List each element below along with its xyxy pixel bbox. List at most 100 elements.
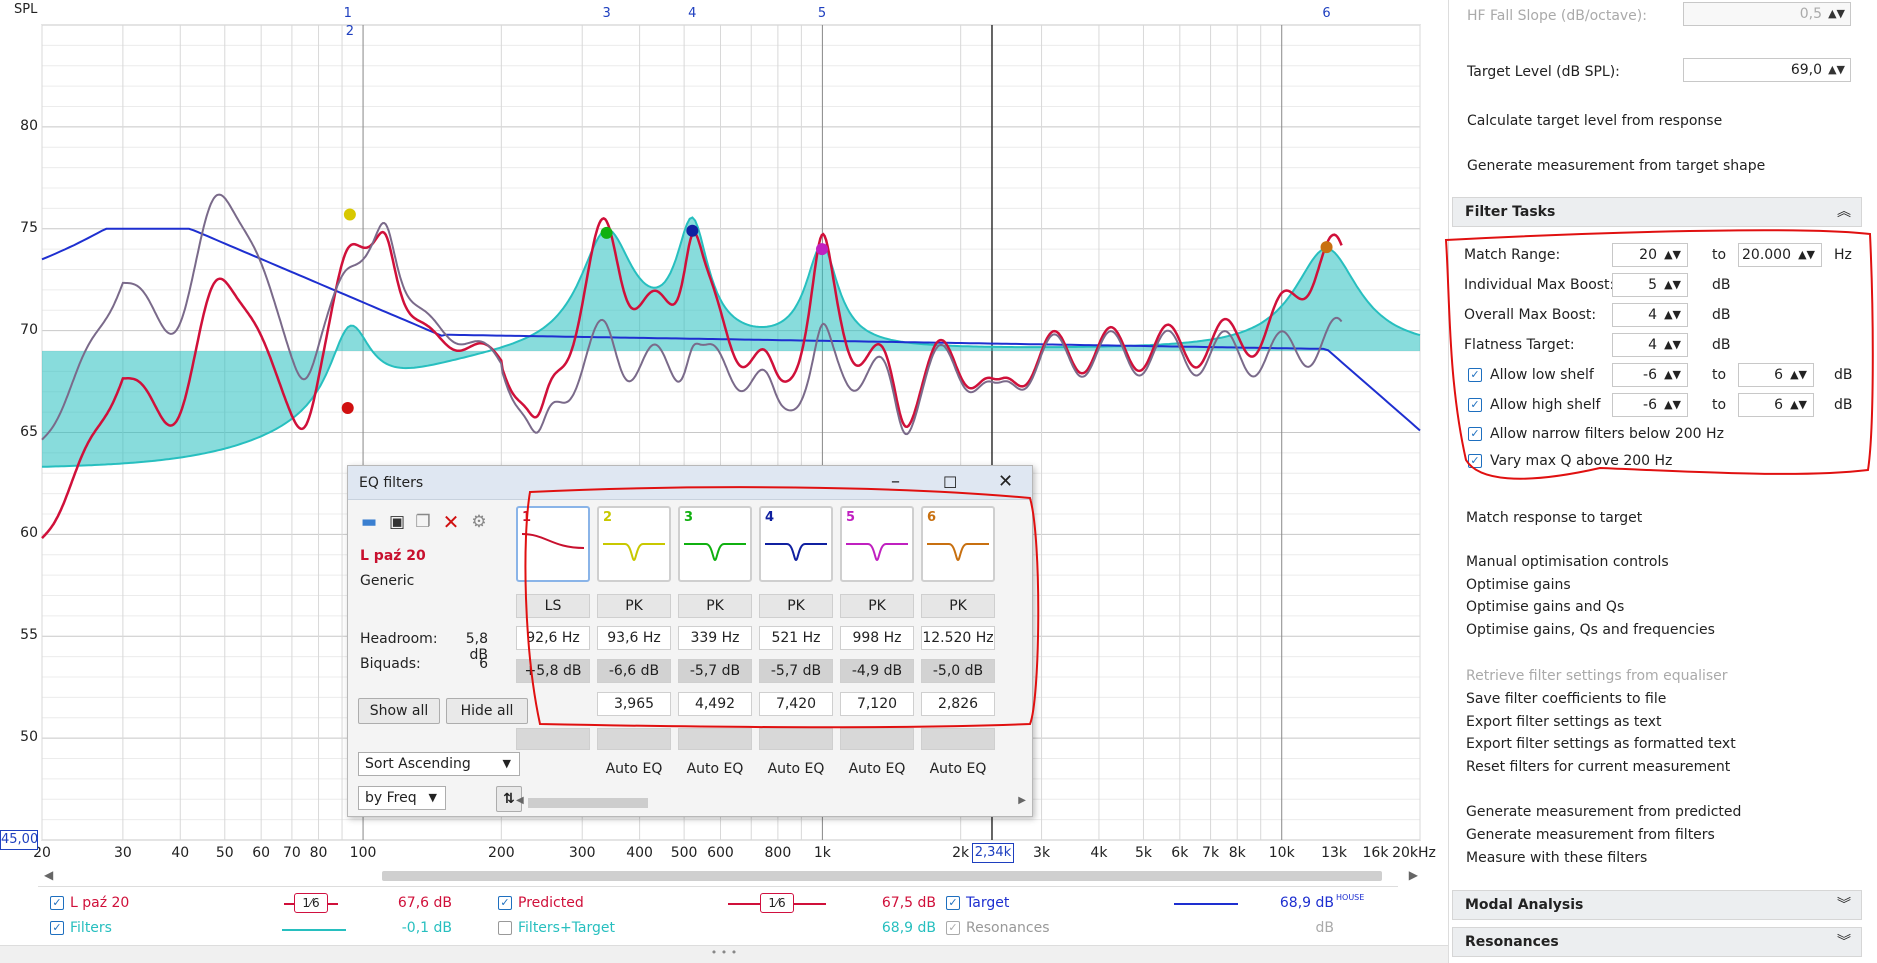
filter-q-cell[interactable]: 7,420: [759, 692, 833, 716]
checkbox-icon[interactable]: ✓: [498, 921, 512, 935]
checkbox-icon[interactable]: ✓: [498, 896, 512, 910]
scroll-left-icon[interactable]: ◀: [516, 795, 524, 806]
filter-marker-label[interactable]: 4: [688, 6, 697, 21]
filter-shape-thumbnail[interactable]: 6: [921, 506, 995, 582]
cursor-frequency-box[interactable]: 2,34k: [972, 843, 1014, 863]
filter-q-cell[interactable]: 3,965: [597, 692, 671, 716]
filter-shape-thumbnail[interactable]: 2: [597, 506, 671, 582]
checkbox-icon[interactable]: ✓: [50, 896, 64, 910]
minimize-icon[interactable]: –: [891, 471, 900, 492]
delete-icon[interactable]: ✕: [442, 510, 460, 534]
checkbox-icon[interactable]: ✓: [1468, 368, 1482, 382]
legend-item-measurement[interactable]: ✓ L paź 20: [50, 895, 129, 911]
filter-handle[interactable]: [343, 208, 356, 221]
copy-icon[interactable]: ❐: [415, 512, 431, 532]
spinner-arrows-icon[interactable]: ▲▼: [1664, 368, 1681, 381]
calc-target-link[interactable]: Calculate target level from response: [1467, 113, 1723, 129]
measure-with-filters-link[interactable]: Measure with these filters: [1466, 850, 1648, 866]
gen-from-predicted-link[interactable]: Generate measurement from predicted: [1466, 804, 1742, 820]
spinner-arrows-icon[interactable]: ▲▼: [1790, 368, 1807, 381]
filter-gain-cell[interactable]: +5,8 dB: [516, 659, 590, 683]
optimise-gains-qs-link[interactable]: Optimise gains and Qs: [1466, 599, 1625, 615]
eq-filters-dialog[interactable]: EQ filters – ☐ ✕ ▬ ▣ ❐ ✕ ⚙ L paź 20 Gene…: [347, 465, 1033, 817]
scroll-right-icon[interactable]: ▶: [1408, 868, 1418, 882]
filter-gain-cell[interactable]: -4,9 dB: [840, 659, 914, 683]
scroll-thumb[interactable]: [528, 798, 648, 808]
dialog-titlebar[interactable]: EQ filters – ☐ ✕: [348, 466, 1032, 500]
filter-gain-cell[interactable]: -5,7 dB: [759, 659, 833, 683]
sort-direction-button[interactable]: ⇅: [496, 786, 522, 812]
filter-type-cell[interactable]: PK: [840, 594, 914, 618]
save-icon[interactable]: ▣: [388, 512, 406, 532]
resonances-section-header[interactable]: Resonances ︾: [1452, 927, 1862, 957]
hide-all-button[interactable]: Hide all: [446, 698, 528, 724]
legend-item-filters[interactable]: ✓ Filters: [50, 920, 112, 936]
vary-max-q-checkbox[interactable]: ✓ Vary max Q above 200 Hz: [1468, 453, 1672, 469]
gen-from-filters-link[interactable]: Generate measurement from filters: [1466, 827, 1715, 843]
filter-handle[interactable]: [686, 224, 699, 237]
filter-type-cell[interactable]: PK: [759, 594, 833, 618]
checkbox-icon[interactable]: ✓: [1468, 427, 1482, 441]
smoothing-selector[interactable]: 1⁄6: [294, 893, 328, 913]
spinner-arrows-icon[interactable]: ▲▼: [1798, 248, 1815, 261]
low-shelf-to-input[interactable]: 6 ▲▼: [1738, 363, 1814, 387]
target-level-input[interactable]: 69,0 ▲▼: [1683, 58, 1851, 82]
legend-item-predicted[interactable]: ✓ Predicted: [498, 895, 584, 911]
close-icon[interactable]: ✕: [998, 471, 1014, 492]
checkbox-icon[interactable]: ✓: [1468, 454, 1482, 468]
filter-marker-label[interactable]: 2: [345, 24, 354, 39]
filter-freq-cell[interactable]: 521 Hz: [759, 626, 833, 650]
spinner-arrows-icon[interactable]: ▲▼: [1790, 398, 1807, 411]
filter-shape-thumbnail[interactable]: 1: [516, 506, 590, 582]
allow-high-shelf-checkbox[interactable]: ✓ Allow high shelf: [1468, 397, 1600, 413]
low-shelf-from-input[interactable]: -6 ▲▼: [1612, 363, 1688, 387]
filter-handle[interactable]: [341, 402, 354, 415]
filter-freq-cell[interactable]: 93,6 Hz: [597, 626, 671, 650]
filter-gain-cell[interactable]: -6,6 dB: [597, 659, 671, 683]
checkbox-icon[interactable]: ✓: [50, 921, 64, 935]
filters-horizontal-scrollbar[interactable]: ◀ ▶: [516, 795, 1026, 811]
scroll-left-icon[interactable]: ◀: [44, 868, 54, 882]
modal-analysis-section-header[interactable]: Modal Analysis ︾: [1452, 890, 1862, 920]
save-coefficients-link[interactable]: Save filter coefficients to file: [1466, 691, 1667, 707]
filter-marker-label[interactable]: 1: [343, 6, 352, 21]
optimise-gains-qs-freqs-link[interactable]: Optimise gains, Qs and frequencies: [1466, 622, 1715, 638]
filter-marker-label[interactable]: 5: [817, 6, 827, 21]
filter-type-cell[interactable]: PK: [921, 594, 995, 618]
graph-horizontal-scrollbar[interactable]: ◀ ▶: [42, 868, 1420, 884]
filter-handle[interactable]: [600, 226, 613, 239]
optimise-gains-link[interactable]: Optimise gains: [1466, 577, 1571, 593]
filter-q-cell[interactable]: 7,120: [840, 692, 914, 716]
hf-fall-slope-input[interactable]: 0,5 ▲▼: [1683, 2, 1851, 26]
match-range-from-input[interactable]: 20 ▲▼: [1612, 243, 1688, 267]
allow-narrow-filters-checkbox[interactable]: ✓ Allow narrow filters below 200 Hz: [1468, 426, 1724, 442]
export-formatted-link[interactable]: Export filter settings as formatted text: [1466, 736, 1736, 752]
spinner-arrows-icon[interactable]: ▲▼: [1828, 7, 1845, 20]
filter-handle[interactable]: [815, 243, 828, 256]
filter-handle[interactable]: [1320, 241, 1333, 254]
spinner-arrows-icon[interactable]: ▲▼: [1664, 308, 1681, 321]
spinner-arrows-icon[interactable]: ▲▼: [1828, 63, 1845, 76]
filter-freq-cell[interactable]: 998 Hz: [840, 626, 914, 650]
manual-optimisation-link[interactable]: Manual optimisation controls: [1466, 554, 1669, 570]
match-range-to-input[interactable]: 20.000 ▲▼: [1738, 243, 1822, 267]
scroll-thumb[interactable]: [382, 871, 1382, 881]
splitter-handle[interactable]: • • •: [0, 945, 1448, 963]
y-axis-min-box[interactable]: 45,00: [0, 830, 38, 850]
filter-tasks-section-header[interactable]: Filter Tasks ︽: [1452, 197, 1862, 227]
settings-gear-icon[interactable]: ⚙: [471, 512, 487, 532]
allow-low-shelf-checkbox[interactable]: ✓ Allow low shelf: [1468, 367, 1594, 383]
checkbox-icon[interactable]: ✓: [1468, 398, 1482, 412]
spinner-arrows-icon[interactable]: ▲▼: [1664, 248, 1681, 261]
frequency-response-graph[interactable]: SPL 80 75 70 65 60 55 50 20 30 40 50 60 70 80 100 200 3…: [0, 0, 1448, 963]
reset-filters-link[interactable]: Reset filters for current measurement: [1466, 759, 1731, 775]
chevron-down-icon[interactable]: ︾: [1837, 934, 1851, 950]
individual-max-boost-input[interactable]: 5 ▲▼: [1612, 273, 1688, 297]
filter-freq-cell[interactable]: 12.520 Hz: [921, 626, 995, 650]
retrieve-filter-settings-link[interactable]: Retrieve filter settings from equaliser: [1466, 668, 1728, 684]
filter-q-cell[interactable]: 2,826: [921, 692, 995, 716]
spinner-arrows-icon[interactable]: ▲▼: [1664, 278, 1681, 291]
filter-gain-cell[interactable]: -5,7 dB: [678, 659, 752, 683]
high-shelf-to-input[interactable]: 6 ▲▼: [1738, 393, 1814, 417]
filter-shape-thumbnail[interactable]: 5: [840, 506, 914, 582]
